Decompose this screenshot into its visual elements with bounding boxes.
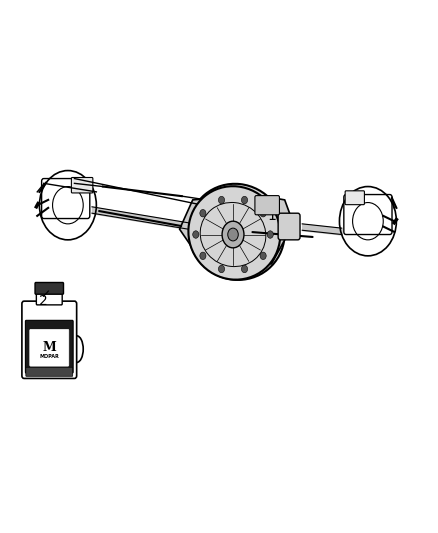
Ellipse shape xyxy=(188,184,285,280)
FancyBboxPatch shape xyxy=(35,282,64,294)
FancyBboxPatch shape xyxy=(345,191,364,205)
Circle shape xyxy=(241,265,247,273)
FancyBboxPatch shape xyxy=(71,177,93,193)
FancyBboxPatch shape xyxy=(278,213,300,240)
FancyBboxPatch shape xyxy=(36,291,62,305)
Circle shape xyxy=(260,252,266,260)
Circle shape xyxy=(267,231,273,238)
Circle shape xyxy=(194,240,201,249)
FancyBboxPatch shape xyxy=(30,329,69,366)
Circle shape xyxy=(200,209,206,217)
Circle shape xyxy=(238,195,245,203)
Polygon shape xyxy=(180,195,293,264)
Circle shape xyxy=(211,199,218,207)
Circle shape xyxy=(261,206,268,215)
FancyBboxPatch shape xyxy=(26,367,73,376)
Text: 2: 2 xyxy=(39,294,48,308)
Circle shape xyxy=(194,217,201,225)
Circle shape xyxy=(193,231,199,238)
Circle shape xyxy=(260,209,266,217)
Text: MOPAR: MOPAR xyxy=(39,353,59,359)
Circle shape xyxy=(238,263,245,271)
Circle shape xyxy=(270,229,277,237)
Circle shape xyxy=(228,228,238,241)
FancyBboxPatch shape xyxy=(25,320,73,373)
Circle shape xyxy=(200,252,206,260)
Text: M: M xyxy=(42,341,56,354)
Text: 1: 1 xyxy=(267,209,276,223)
Circle shape xyxy=(219,196,225,204)
Circle shape xyxy=(211,259,218,267)
Circle shape xyxy=(219,265,225,273)
FancyBboxPatch shape xyxy=(22,301,77,378)
Circle shape xyxy=(222,221,244,248)
Circle shape xyxy=(241,196,247,204)
Circle shape xyxy=(261,251,268,260)
Ellipse shape xyxy=(188,186,280,280)
FancyBboxPatch shape xyxy=(255,196,279,215)
